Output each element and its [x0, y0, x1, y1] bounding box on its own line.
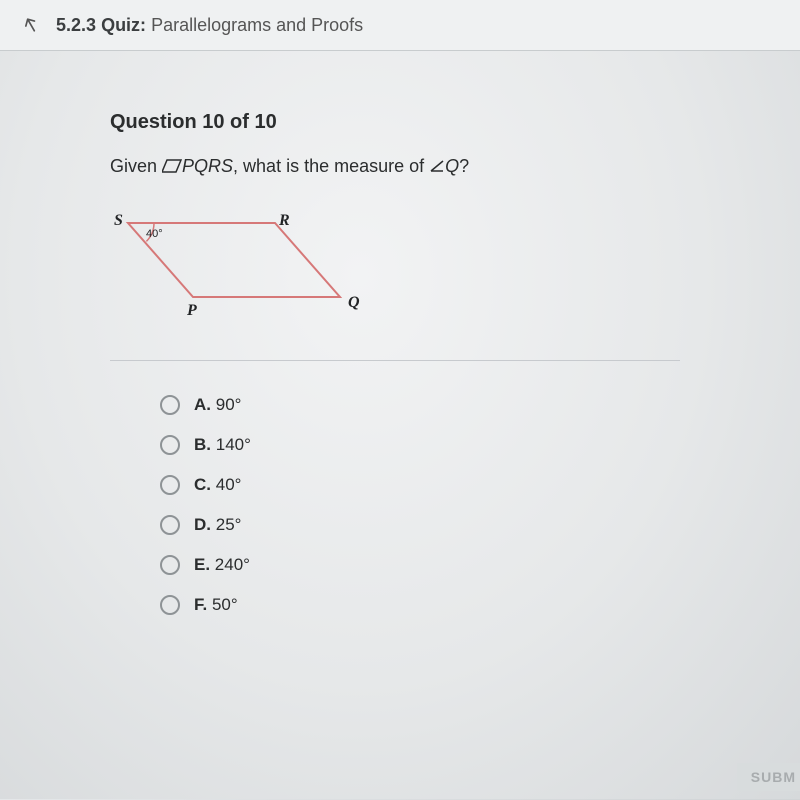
- option-label: B. 140°: [194, 435, 251, 455]
- option-value: 140°: [216, 435, 251, 454]
- option-row[interactable]: C. 40°: [160, 475, 800, 495]
- option-label: C. 40°: [194, 475, 241, 495]
- option-letter: B.: [194, 435, 216, 454]
- figure-svg: 40° S R Q P: [110, 205, 360, 325]
- option-letter: D.: [194, 515, 216, 534]
- q-prefix: Given: [110, 156, 162, 176]
- option-label: E. 240°: [194, 555, 250, 575]
- option-value: 90°: [216, 395, 242, 414]
- option-row[interactable]: D. 25°: [160, 515, 800, 535]
- option-value: 240°: [215, 555, 250, 574]
- svg-text:S: S: [114, 212, 123, 229]
- options-group: A. 90° B. 140° C. 40° D. 25° E. 240° F. 50°: [110, 395, 800, 615]
- svg-text:P: P: [186, 302, 197, 319]
- q-middle: , what is the measure of: [233, 156, 429, 176]
- submit-button[interactable]: SUBM: [737, 763, 800, 791]
- option-label: F. 50°: [194, 595, 238, 615]
- parallelogram-figure: 40° S R Q P: [110, 205, 800, 330]
- radio-icon[interactable]: [160, 595, 180, 615]
- question-panel: Question 10 of 10 Given PQRS, what is th…: [0, 51, 800, 799]
- option-row[interactable]: E. 240°: [160, 555, 800, 575]
- radio-icon[interactable]: [160, 515, 180, 535]
- radio-icon[interactable]: [160, 435, 180, 455]
- svg-text:Q: Q: [348, 294, 360, 311]
- option-row[interactable]: F. 50°: [160, 595, 800, 615]
- option-letter: C.: [194, 475, 216, 494]
- back-arrow-icon[interactable]: [20, 14, 42, 36]
- svg-text:R: R: [278, 212, 290, 229]
- angle-name: Q: [445, 156, 459, 176]
- question-number: Question 10 of 10: [110, 111, 800, 134]
- divider: [110, 360, 680, 361]
- radio-icon[interactable]: [160, 475, 180, 495]
- quiz-title: 5.2.3 Quiz: Parallelograms and Proofs: [56, 15, 363, 36]
- radio-icon[interactable]: [160, 555, 180, 575]
- option-row[interactable]: A. 90°: [160, 395, 800, 415]
- option-letter: E.: [194, 555, 215, 574]
- option-row[interactable]: B. 140°: [160, 435, 800, 455]
- quiz-label: Quiz:: [101, 15, 146, 35]
- option-letter: F.: [194, 595, 212, 614]
- shape-name: PQRS: [182, 156, 233, 176]
- option-label: D. 25°: [194, 515, 241, 535]
- option-value: 40°: [216, 475, 242, 494]
- option-value: 25°: [216, 515, 242, 534]
- quiz-header: 5.2.3 Quiz: Parallelograms and Proofs: [0, 0, 800, 51]
- q-suffix: ?: [459, 156, 469, 176]
- option-letter: A.: [194, 395, 216, 414]
- option-label: A. 90°: [194, 395, 241, 415]
- radio-icon[interactable]: [160, 395, 180, 415]
- section-number: 5.2.3: [56, 15, 96, 35]
- parallelogram-icon: [162, 159, 182, 173]
- svg-text:40°: 40°: [146, 228, 163, 240]
- quiz-topic: Parallelograms and Proofs: [151, 15, 363, 35]
- angle-icon: [429, 159, 445, 173]
- question-text: Given PQRS, what is the measure of Q?: [110, 156, 800, 177]
- option-value: 50°: [212, 595, 238, 614]
